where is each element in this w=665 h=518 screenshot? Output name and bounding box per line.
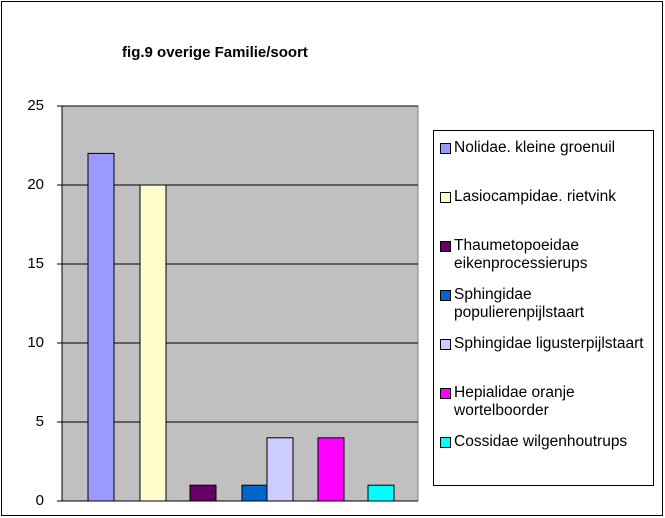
legend-label: Sphingidae populierenpijlstaart bbox=[454, 286, 585, 321]
bar bbox=[266, 437, 294, 502]
legend-swatch bbox=[440, 290, 451, 301]
legend-swatch bbox=[440, 192, 451, 203]
y-tick-label: 15 bbox=[27, 255, 44, 272]
y-tick-label: 10 bbox=[27, 334, 44, 351]
legend-swatch bbox=[440, 143, 451, 154]
bar bbox=[241, 484, 269, 502]
y-tick-label: 0 bbox=[36, 492, 44, 509]
legend-entry: Nolidae. kleine groenuil bbox=[440, 139, 649, 188]
legend-entry: Lasiocampidae. rietvink bbox=[440, 188, 649, 237]
legend-label: Thaumetopoeidae eikenprocessierups bbox=[454, 237, 588, 272]
bar bbox=[189, 484, 217, 502]
bar bbox=[317, 437, 345, 502]
legend-label: Cossidae wilgenhoutrups bbox=[454, 433, 628, 450]
legend-label: Lasiocampidae. rietvink bbox=[454, 188, 616, 205]
legend-swatch bbox=[440, 339, 451, 350]
bar bbox=[87, 152, 115, 502]
legend-entry: Sphingidae populierenpijlstaart bbox=[440, 286, 649, 335]
bar bbox=[139, 184, 167, 502]
legend-swatch bbox=[440, 241, 451, 252]
y-tick-label: 5 bbox=[36, 413, 44, 430]
y-tick-label: 25 bbox=[27, 97, 44, 114]
chart-title: fig.9 overige Familie/soort bbox=[122, 44, 308, 61]
legend-swatch bbox=[440, 388, 451, 399]
legend-label: Hepialidae oranje wortelboorder bbox=[454, 384, 575, 419]
legend-entry: Hepialidae oranje wortelboorder bbox=[440, 384, 649, 433]
legend: Nolidae. kleine groenuil Lasiocampidae. r… bbox=[433, 130, 654, 486]
legend-entry: Sphingidae ligusterpijlstaart bbox=[440, 335, 649, 384]
legend-label: Sphingidae ligusterpijlstaart bbox=[454, 335, 644, 352]
y-tick-label: 20 bbox=[27, 176, 44, 193]
plot-area bbox=[61, 105, 419, 502]
legend-entry: Cossidae wilgenhoutrups bbox=[440, 433, 649, 482]
legend-entry: Thaumetopoeidae eikenprocessierups bbox=[440, 237, 649, 286]
bar bbox=[367, 484, 395, 502]
legend-swatch bbox=[440, 437, 451, 448]
legend-label: Nolidae. kleine groenuil bbox=[454, 139, 616, 156]
